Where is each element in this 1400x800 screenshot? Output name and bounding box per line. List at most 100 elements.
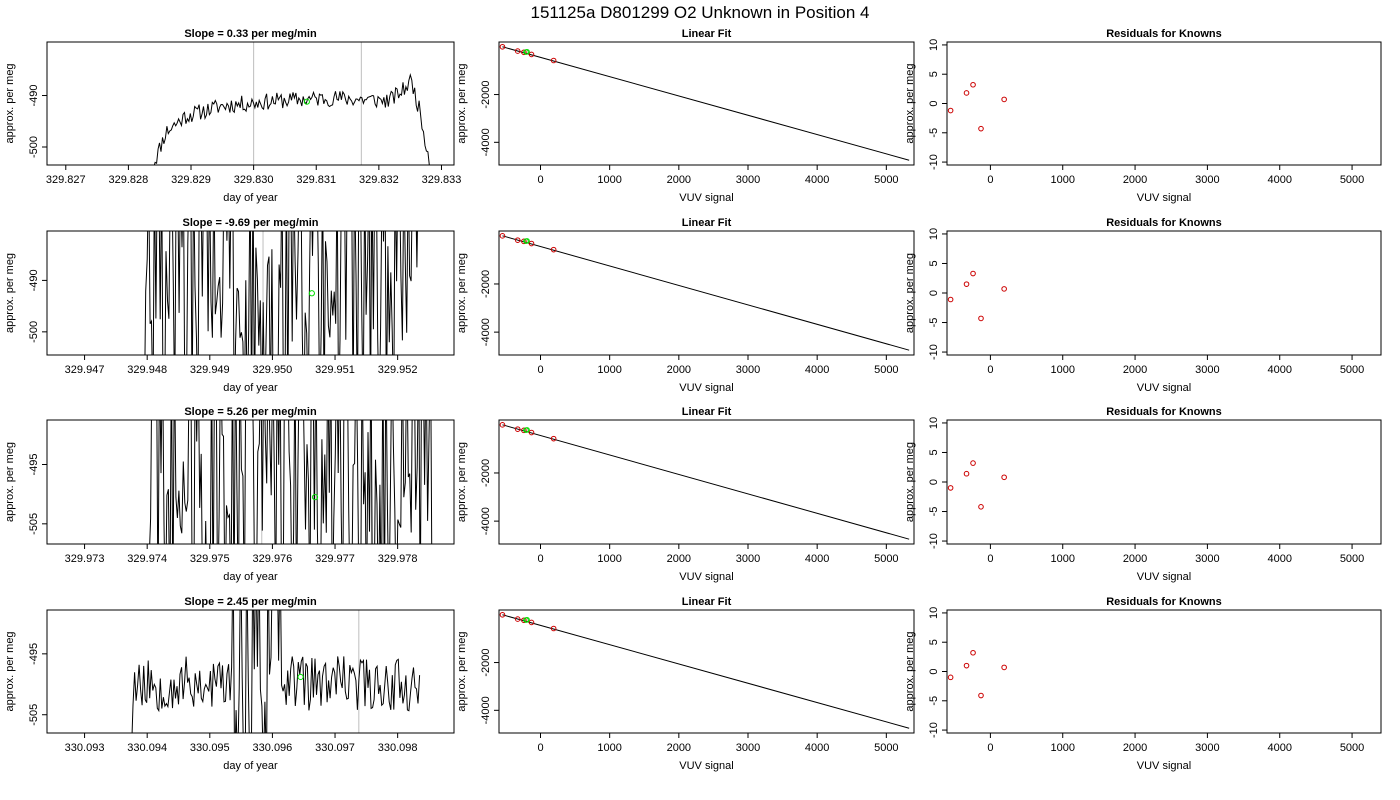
x-tick-label: 1000 xyxy=(1050,742,1074,754)
x-tick-label: 4000 xyxy=(1267,174,1291,186)
x-tick-label: 4000 xyxy=(805,174,829,186)
plot-area xyxy=(499,233,910,351)
y-tick-label: -500 xyxy=(28,136,40,158)
panel-2-1: Slope = -9.69 per meg/min 329.947 329.948 3… xyxy=(4,217,455,394)
y-tick-label: 0 xyxy=(928,668,940,674)
known-point xyxy=(528,240,535,247)
y-axis-label: approx. per meg xyxy=(4,442,16,522)
panel-3-2: Linear Fit 0 1000 2000 3000 4000 5000 -4000 -200… xyxy=(456,406,915,583)
panel-2-3: Residuals for Knowns 0 1000 2000 3000 4000 500… xyxy=(904,217,1382,394)
x-tick-label: 329.952 xyxy=(378,364,418,376)
known-point xyxy=(947,296,954,303)
plot-area xyxy=(947,81,1007,132)
x-tick-label: 3000 xyxy=(736,174,760,186)
panel-2-2: Linear Fit 0 1000 2000 3000 4000 5000 -4000 -200… xyxy=(456,217,915,394)
known-point xyxy=(1001,664,1007,671)
x-tick-label: 5000 xyxy=(874,364,898,376)
y-tick-label: 5 xyxy=(928,260,940,266)
plot-frame xyxy=(946,41,1382,166)
signal-trace xyxy=(153,73,430,165)
x-tick-label: 2000 xyxy=(667,553,691,565)
panel-title: Linear Fit xyxy=(682,217,732,229)
plot-area xyxy=(499,43,910,161)
x-axis-label: day of year xyxy=(223,571,278,583)
plot-frame xyxy=(498,41,915,166)
x-axis-label: VUV signal xyxy=(1137,571,1191,583)
y-axis-label: approx. per meg xyxy=(904,631,916,711)
x-tick-label: 4000 xyxy=(805,742,829,754)
x-tick-label: 0 xyxy=(537,174,543,186)
plot-frame xyxy=(946,230,1382,356)
y-tick-label: -4000 xyxy=(480,507,492,535)
x-tick-label: 4000 xyxy=(805,553,829,565)
plot-frame xyxy=(46,41,455,166)
x-tick-label: 329.831 xyxy=(296,174,336,186)
y-axis-label: approx. per meg xyxy=(456,253,468,333)
y-tick-label: 0 xyxy=(928,290,940,296)
y-tick-label: 5 xyxy=(928,71,940,77)
x-tick-label: 329.947 xyxy=(65,364,105,376)
x-axis-label: VUV signal xyxy=(679,192,733,204)
x-tick-label: 329.949 xyxy=(190,364,230,376)
x-tick-label: 0 xyxy=(537,553,543,565)
x-tick-label: 1000 xyxy=(1050,174,1074,186)
x-axis-label: VUV signal xyxy=(679,382,733,394)
x-tick-label: 5000 xyxy=(874,742,898,754)
panel-title: Linear Fit xyxy=(682,406,732,418)
known-point xyxy=(978,315,984,322)
x-axis-label: day of year xyxy=(223,382,278,394)
x-tick-label: 2000 xyxy=(1123,553,1147,565)
x-tick-label: 329.828 xyxy=(109,174,149,186)
y-tick-label: -4000 xyxy=(480,128,492,156)
x-tick-label: 5000 xyxy=(1340,174,1364,186)
unknown-point xyxy=(524,427,530,433)
x-tick-label: 3000 xyxy=(736,742,760,754)
x-tick-label: 2000 xyxy=(667,174,691,186)
known-point xyxy=(528,51,535,58)
panel-title: Residuals for Knowns xyxy=(1106,217,1222,229)
known-point xyxy=(521,238,527,245)
x-tick-label: 329.976 xyxy=(253,553,293,565)
x-tick-label: 1000 xyxy=(597,364,621,376)
x-tick-label: 329.978 xyxy=(378,553,418,565)
x-tick-label: 0 xyxy=(987,742,993,754)
y-tick-label: -10 xyxy=(928,344,940,360)
y-axis-label: approx. per meg xyxy=(456,63,468,143)
x-tick-label: 0 xyxy=(987,364,993,376)
plot-frame xyxy=(498,419,915,545)
known-point xyxy=(970,460,976,466)
known-point xyxy=(514,616,521,622)
y-axis-label: approx. per meg xyxy=(904,63,916,143)
plot-area xyxy=(131,610,421,733)
known-point xyxy=(970,81,976,88)
y-tick-label: -2000 xyxy=(480,270,492,298)
panel-4-2: Linear Fit 0 1000 2000 3000 4000 5000 -4000 -200… xyxy=(456,596,915,772)
x-tick-label: 329.951 xyxy=(315,364,355,376)
signal-trace xyxy=(149,420,433,544)
unknown-point xyxy=(524,616,530,623)
y-tick-label: -5 xyxy=(928,318,940,328)
x-tick-label: 330.096 xyxy=(253,742,293,754)
y-tick-label: 10 xyxy=(928,417,940,429)
plot-area xyxy=(499,422,910,540)
known-point xyxy=(970,270,976,277)
x-tick-label: 1000 xyxy=(1050,364,1074,376)
signal-trace xyxy=(131,610,421,733)
x-tick-label: 329.827 xyxy=(46,174,86,186)
x-tick-label: 1000 xyxy=(597,742,621,754)
x-tick-label: 329.977 xyxy=(315,553,355,565)
x-tick-label: 5000 xyxy=(1340,364,1364,376)
x-tick-label: 329.948 xyxy=(127,364,167,376)
known-point xyxy=(550,246,557,253)
x-tick-label: 4000 xyxy=(805,364,829,376)
x-tick-label: 330.095 xyxy=(190,742,230,754)
y-tick-label: -10 xyxy=(928,722,940,738)
x-tick-label: 2000 xyxy=(1123,174,1147,186)
x-axis-label: VUV signal xyxy=(679,571,733,583)
known-point xyxy=(963,470,970,477)
x-tick-label: 2000 xyxy=(1123,742,1147,754)
plot-frame xyxy=(46,419,455,545)
y-tick-label: -2000 xyxy=(480,648,492,676)
y-tick-label: -2000 xyxy=(480,459,492,487)
